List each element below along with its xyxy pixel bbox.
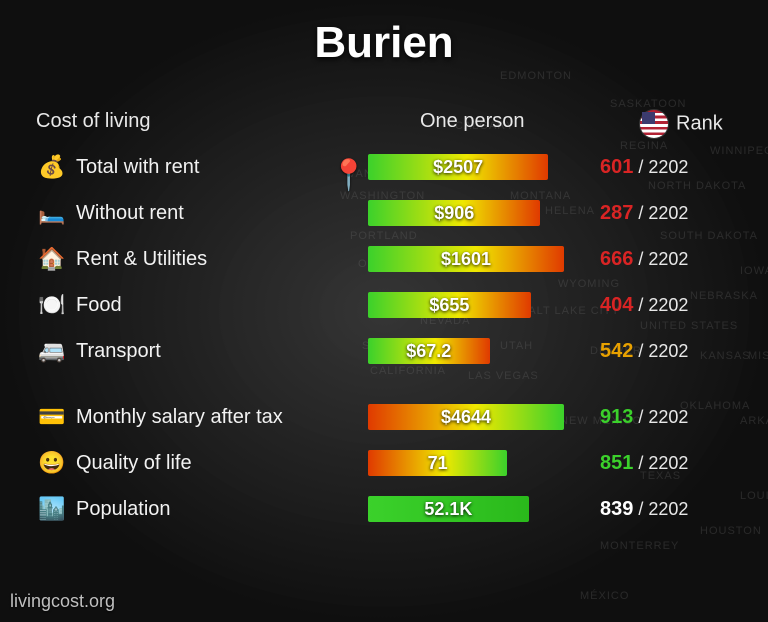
row-value: $67.2 (368, 338, 490, 364)
row-label: Food (76, 294, 122, 317)
row-label: Population (76, 498, 171, 521)
row-bar-cell: $4644 (368, 404, 564, 430)
data-rows: 💰 Total with rent $2507 601 / 2202 🛏️ Without… (36, 146, 750, 534)
row-rank-number: 601 (600, 156, 633, 178)
row-icon: 💰 (36, 154, 68, 180)
row-icon: 🚐 (36, 338, 68, 364)
row-value: $655 (368, 292, 531, 318)
row-rank-total: / 2202 (633, 341, 688, 361)
data-row: 😀 Quality of life 71 851 / 2202 (36, 442, 750, 484)
row-label: Quality of life (76, 452, 192, 475)
row-rank-number: 542 (600, 340, 633, 362)
row-label: Total with rent (76, 156, 199, 179)
watermark: livingcost.org (10, 591, 115, 612)
row-icon: 🏠 (36, 246, 68, 272)
row-rank-total: / 2202 (633, 499, 688, 519)
column-header-one-person: One person (420, 110, 525, 133)
row-icon: 🍽️ (36, 292, 68, 318)
row-label-cell: 😀 Quality of life (36, 450, 368, 476)
row-rank-cell: 601 / 2202 (600, 156, 688, 179)
row-bar-cell: $1601 (368, 246, 564, 272)
row-rank-cell: 404 / 2202 (600, 294, 688, 317)
page-title: Burien (314, 18, 453, 68)
row-label-cell: 💳 Monthly salary after tax (36, 404, 368, 430)
data-row: 🏠 Rent & Utilities $1601 666 / 2202 (36, 238, 750, 280)
row-value: $2507 (368, 154, 548, 180)
row-rank-cell: 851 / 2202 (600, 452, 688, 475)
row-rank-cell: 913 / 2202 (600, 406, 688, 429)
row-bar-cell: $655 (368, 292, 564, 318)
row-label: Without rent (76, 202, 184, 225)
row-rank-number: 287 (600, 202, 633, 224)
row-icon: 🏙️ (36, 496, 68, 522)
map-label: EDMONTON (500, 70, 572, 82)
row-label: Transport (76, 340, 161, 363)
row-label-cell: 🍽️ Food (36, 292, 368, 318)
row-label: Monthly salary after tax (76, 406, 283, 429)
us-flag-icon (640, 110, 668, 138)
data-row: 💳 Monthly salary after tax $4644 913 / 2202 (36, 396, 750, 438)
data-row: 💰 Total with rent $2507 601 / 2202 (36, 146, 750, 188)
row-rank-total: / 2202 (633, 295, 688, 315)
row-rank-number: 851 (600, 452, 633, 474)
row-rank-number: 913 (600, 406, 633, 428)
row-rank-cell: 839 / 2202 (600, 498, 688, 521)
row-value: 52.1K (368, 496, 529, 522)
row-label-cell: 🏠 Rent & Utilities (36, 246, 368, 272)
row-bar-cell: $67.2 (368, 338, 564, 364)
row-label-cell: 🛏️ Without rent (36, 200, 368, 226)
row-rank-total: / 2202 (633, 203, 688, 223)
row-rank-total: / 2202 (633, 453, 688, 473)
row-rank-number: 404 (600, 294, 633, 316)
map-label: SASKATOON (610, 98, 686, 110)
map-label: MÉXICO (580, 590, 629, 602)
row-rank-cell: 542 / 2202 (600, 340, 688, 363)
row-label: Rent & Utilities (76, 248, 207, 271)
row-value: 71 (368, 450, 507, 476)
row-icon: 😀 (36, 450, 68, 476)
row-label-cell: 💰 Total with rent (36, 154, 368, 180)
row-bar-cell: $906 (368, 200, 564, 226)
row-rank-number: 839 (600, 498, 633, 520)
row-bar-cell: 71 (368, 450, 564, 476)
row-label-cell: 🏙️ Population (36, 496, 368, 522)
row-bar-cell: $2507 (368, 154, 564, 180)
row-label-cell: 🚐 Transport (36, 338, 368, 364)
row-icon: 💳 (36, 404, 68, 430)
row-value: $906 (368, 200, 540, 226)
data-row: 🍽️ Food $655 404 / 2202 (36, 284, 750, 326)
column-header-cost: Cost of living (36, 110, 151, 133)
row-rank-total: / 2202 (633, 249, 688, 269)
row-rank-total: / 2202 (633, 157, 688, 177)
column-header-rank-label: Rank (676, 112, 723, 134)
data-row: 🏙️ Population 52.1K 839 / 2202 (36, 488, 750, 530)
data-row: 🚐 Transport $67.2 542 / 2202 (36, 330, 750, 372)
row-rank-number: 666 (600, 248, 633, 270)
row-rank-cell: 666 / 2202 (600, 248, 688, 271)
row-icon: 🛏️ (36, 200, 68, 226)
column-header-rank: Rank (640, 110, 723, 138)
row-bar-cell: 52.1K (368, 496, 564, 522)
row-rank-total: / 2202 (633, 407, 688, 427)
row-value: $4644 (368, 404, 564, 430)
map-label: MISSOURI (748, 350, 768, 362)
map-label: MONTERREY (600, 540, 679, 552)
data-row: 🛏️ Without rent $906 287 / 2202 (36, 192, 750, 234)
row-rank-cell: 287 / 2202 (600, 202, 688, 225)
row-value: $1601 (368, 246, 564, 272)
